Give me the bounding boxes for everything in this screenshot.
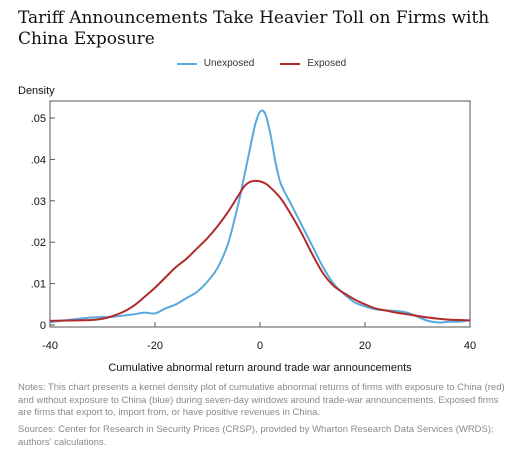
sources-text: Sources: Center for Research in Security… <box>18 424 494 448</box>
y-tick-label: .05 <box>31 113 46 125</box>
series-layer <box>49 109 471 324</box>
legend-item-unexposed: Unexposed <box>176 58 255 69</box>
chart-title: Tariff Announcements Take Heavier Toll o… <box>18 8 490 49</box>
x-tick-label: -40 <box>42 340 58 352</box>
y-axis-label: Density <box>18 85 55 97</box>
y-axis-ticks: 0 .01 .02 .03 .04 .05 <box>31 113 55 332</box>
y-tick-label: .03 <box>31 196 46 208</box>
x-axis-ticks: -40 -20 0 20 40 <box>42 322 476 352</box>
y-tick-label: .02 <box>31 237 46 249</box>
x-tick-label: 0 <box>257 340 263 352</box>
y-tick-label: .01 <box>31 279 46 291</box>
density-chart: Density 0 .01 .02 .03 .04 .05 -40 -20 0 20 40 Cum… <box>18 85 476 374</box>
x-tick-label: 20 <box>359 340 371 352</box>
legend-label-exposed: Exposed <box>307 58 347 69</box>
series-line-unexposed <box>49 109 471 324</box>
legend-swatch-exposed <box>280 62 301 65</box>
y-tick-label: 0 <box>40 320 46 332</box>
series-line-exposed <box>49 179 471 322</box>
x-axis-label: Cumulative abnormal return around trade … <box>108 362 412 374</box>
chart-legend: Unexposed Exposed <box>0 58 523 69</box>
x-tick-label: -20 <box>147 340 163 352</box>
y-tick-label: .04 <box>31 154 46 166</box>
legend-swatch-unexposed <box>176 62 197 65</box>
legend-item-exposed: Exposed <box>280 58 346 69</box>
legend-label-unexposed: Unexposed <box>203 58 255 69</box>
x-tick-label: 40 <box>464 340 476 352</box>
notes-text: Notes: This chart presents a kernel dens… <box>18 382 505 418</box>
plot-frame <box>49 100 471 328</box>
notes-block: Notes: This chart presents a kernel dens… <box>18 382 508 420</box>
sources-block: Sources: Center for Research in Security… <box>18 424 508 449</box>
